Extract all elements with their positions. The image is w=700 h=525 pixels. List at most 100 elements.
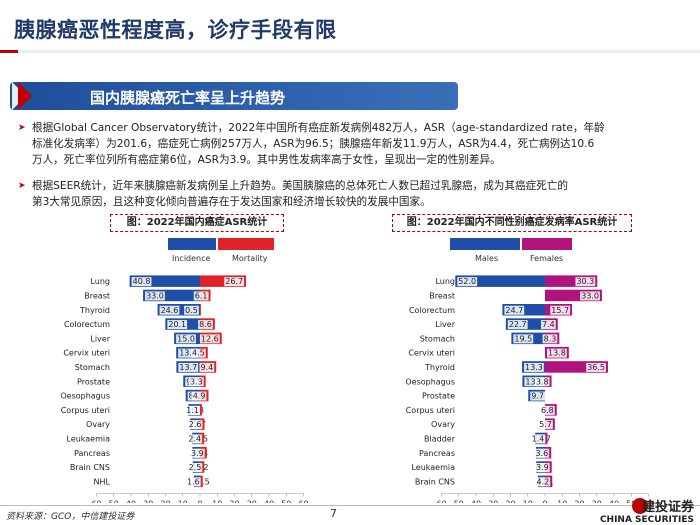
- data-label-bg: [176, 334, 196, 344]
- legend-swatch-mortality: [218, 238, 274, 250]
- data-label-bg: [550, 305, 571, 315]
- x-tick-label: 60: [436, 500, 446, 504]
- data-label: 2.4: [188, 434, 201, 443]
- bullet-2: ➤ 根据SEER统计，近年来胰腺癌新发病例呈上升趋势。美国胰腺癌的总体死亡人数已…: [18, 178, 678, 210]
- data-label-bg: [457, 277, 478, 287]
- footer-divider: [0, 505, 700, 506]
- x-tick-label: 20: [229, 500, 239, 504]
- data-label-bg: [580, 291, 600, 301]
- category-label: Lung: [90, 277, 110, 286]
- data-label-bg: [539, 405, 555, 415]
- data-label-bg: [530, 434, 546, 444]
- x-tick-label: 60: [298, 500, 308, 504]
- data-label: 24.6: [161, 306, 179, 315]
- brand-logo-icon: [632, 498, 648, 514]
- category-label: Leukaemia: [411, 463, 455, 472]
- x-tick-label: 40: [126, 500, 136, 504]
- bar-mortality: [200, 304, 201, 316]
- x-tick-label: 60: [643, 500, 653, 504]
- x-tick-label: 20: [160, 500, 170, 504]
- category-label: Breast: [429, 291, 455, 300]
- bar-mortality: [200, 475, 203, 488]
- category-label: NHL: [94, 477, 111, 486]
- data-label: 2.5: [189, 463, 202, 472]
- data-label-bg: [184, 305, 199, 315]
- bar-males: [455, 275, 545, 287]
- bullet-line: 万人，死亡率位列所有癌症第6位，ASR为3.9。其中男性发病率高于女性，呈现出一…: [32, 154, 501, 166]
- data-label: 3.5: [197, 477, 210, 486]
- category-label: Brain CNS: [415, 477, 455, 486]
- data-label: 13.8: [179, 349, 197, 358]
- data-label-bg: [188, 377, 204, 387]
- x-tick-label: 50: [109, 500, 119, 504]
- data-label: 13.3: [525, 363, 543, 372]
- data-label-bg: [535, 477, 551, 487]
- data-label: 4.2: [537, 477, 550, 486]
- data-label: 20.1: [168, 320, 186, 329]
- data-label-bg: [193, 291, 209, 301]
- category-label: Brain CNS: [70, 463, 110, 472]
- data-label: 8.3: [544, 334, 557, 343]
- category-label: Breast: [84, 291, 110, 300]
- data-label-bg: [575, 277, 596, 287]
- data-label: 3.9: [536, 463, 549, 472]
- data-label: 3.3: [190, 377, 203, 386]
- brand-name-cn: 建投证券: [641, 500, 694, 515]
- legend-label-incidence: Incidence: [172, 254, 211, 263]
- data-label: 3.6: [535, 449, 548, 458]
- data-label-bg: [187, 434, 203, 444]
- chart-2-title: 图：2022年国内不同性别癌症发病率ASR统计: [392, 214, 632, 232]
- data-label-bg: [195, 477, 211, 487]
- title-divider-accent: [0, 50, 18, 53]
- data-label-bg: [507, 320, 528, 330]
- data-label-bg: [534, 377, 550, 387]
- data-label-bg: [534, 463, 550, 473]
- data-label: 36.5: [587, 363, 605, 372]
- x-tick-label: 40: [471, 500, 481, 504]
- data-label: 40.8: [133, 277, 151, 286]
- data-label: 9.7: [531, 392, 544, 401]
- bar-females: [545, 432, 548, 445]
- data-label-bg: [542, 334, 558, 344]
- x-tick-label: 30: [247, 500, 257, 504]
- x-tick-label: 50: [626, 500, 636, 504]
- legend-swatch-females: [522, 238, 572, 250]
- data-label-bg: [534, 448, 550, 458]
- x-tick-label: 10: [178, 500, 188, 504]
- data-label: 5.7: [539, 420, 552, 429]
- data-label: 26.7: [225, 277, 243, 286]
- category-label: Cervix uteri: [408, 349, 455, 358]
- data-label: 15.7: [551, 306, 569, 315]
- data-label-bg: [524, 377, 545, 387]
- category-label: Ovary: [86, 420, 110, 429]
- bar-females: [545, 275, 598, 287]
- data-label: 22.7: [509, 320, 527, 329]
- legend-label-males: Males: [475, 254, 499, 263]
- data-label-bg: [504, 305, 525, 315]
- category-label: Stomach: [75, 363, 110, 372]
- legend-label-mortality: Mortality: [232, 254, 268, 263]
- category-label: Stomach: [420, 334, 455, 343]
- data-label: 15.0: [177, 334, 195, 343]
- data-label: 0.5: [185, 306, 198, 315]
- data-label: 1.4: [532, 434, 545, 443]
- data-label-bg: [586, 362, 606, 372]
- data-label: 52.0: [458, 277, 476, 286]
- category-label: Prostate: [77, 377, 110, 386]
- legend-label-females: Females: [530, 254, 564, 263]
- page-number: 7: [330, 507, 337, 520]
- chart-1-title: 图：2022年国内癌症ASR统计: [110, 214, 284, 232]
- data-label: 6.8: [541, 406, 554, 415]
- bar-females: [545, 361, 608, 373]
- data-label-bg: [541, 320, 556, 330]
- data-label: 1.1: [186, 406, 199, 415]
- data-label: 3.9: [191, 449, 204, 458]
- data-label-bg: [167, 320, 188, 330]
- x-tick-label: 20: [505, 500, 515, 504]
- x-tick-label: 50: [281, 500, 291, 504]
- bullet-arrow-icon: ➤: [18, 181, 26, 191]
- chart-1: 60 50 40 30 20 10 0 10 20 30 40 50 60 Lung 40.8 26.7 Bre…: [60, 275, 309, 504]
- data-label-bg: [131, 277, 152, 287]
- category-label: Thyroid: [424, 363, 455, 372]
